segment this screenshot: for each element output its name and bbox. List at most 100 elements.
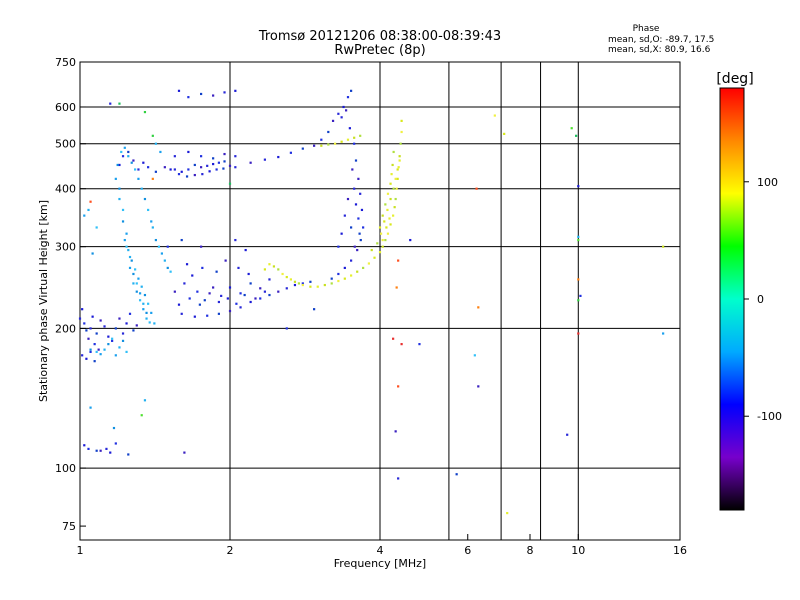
data-point [114,327,117,330]
data-point [579,294,582,298]
data-point [166,245,169,248]
data-point [398,155,401,158]
y-axis-label: Stationary phase Virtual Height [km] [37,200,50,402]
data-point [134,168,137,171]
data-point [95,449,98,452]
data-point [395,286,398,289]
data-point [169,168,172,171]
data-point [359,134,362,137]
data-point [193,315,196,318]
data-point [239,292,242,295]
data-point [577,278,580,281]
data-point [394,430,397,433]
data-point [357,217,360,220]
data-point [337,245,340,248]
data-point [392,214,395,217]
data-point [506,511,509,515]
data-point [235,302,238,305]
data-point [343,214,346,217]
data-point [89,200,92,203]
data-point [359,238,362,242]
x-tick-label: 1 [77,544,84,557]
data-point [356,270,359,273]
data-point [143,399,147,402]
data-point [116,163,119,167]
data-point [147,208,150,212]
data-point [309,280,312,283]
data-point [203,299,206,302]
data-point [350,89,353,92]
data-point [89,327,92,330]
data-point [662,332,665,335]
data-point [259,297,262,300]
data-point [397,166,400,169]
data-point [249,161,252,164]
data-point [138,292,142,295]
data-point [97,348,100,351]
data-point [357,177,360,180]
data-point [226,297,229,300]
data-point [180,170,183,173]
data-point [95,350,98,353]
data-point [400,119,403,122]
data-point [150,311,153,314]
data-point [373,256,376,259]
data-point [150,220,153,223]
data-point [360,208,364,212]
x-axis-label: Frequency [MHz] [334,557,426,570]
data-point [381,238,384,242]
data-point [169,270,172,273]
data-point [263,158,266,161]
data-point [389,197,392,201]
data-point [289,278,292,281]
data-point [455,473,458,476]
data-point [340,232,343,235]
y-tick-label: 750 [55,56,76,69]
data-point [217,312,220,315]
data-point [577,332,580,335]
y-tick-label: 100 [55,462,76,475]
data-point [477,385,480,388]
data-point [85,329,88,332]
data-point [320,138,323,141]
data-point [125,232,128,235]
colorbar-tick-label: 100 [757,176,778,189]
data-point [163,166,166,169]
data-point [354,159,358,162]
data-point [130,161,133,164]
data-point [370,248,373,252]
data-point [313,308,316,311]
data-point [147,302,150,305]
data-point [121,339,125,342]
data-point [223,160,226,163]
data-point [201,173,204,176]
data-point [200,245,203,248]
data-point [185,263,189,266]
data-point [140,187,143,190]
data-point [103,325,106,328]
colorbar [719,87,745,511]
data-point [281,272,284,276]
data-point [577,235,580,238]
grid-lines [80,62,680,540]
data-point [239,306,242,309]
data-point [130,259,133,262]
chart-title-line1: Tromsø 20121206 08:38:00-08:39:43 [258,29,501,44]
data-point [234,155,237,158]
data-point [285,275,288,279]
data-point [81,308,84,311]
data-point [285,327,288,330]
data-point [125,350,128,353]
data-point [389,223,392,226]
data-point [87,447,90,451]
data-point [89,350,92,353]
data-point [93,343,96,346]
data-point [223,91,226,94]
data-point [397,385,400,388]
data-point [249,300,252,304]
data-point [356,248,359,252]
data-point [228,164,232,167]
data-point [244,248,247,252]
data-point [297,282,301,285]
data-point [384,238,387,242]
